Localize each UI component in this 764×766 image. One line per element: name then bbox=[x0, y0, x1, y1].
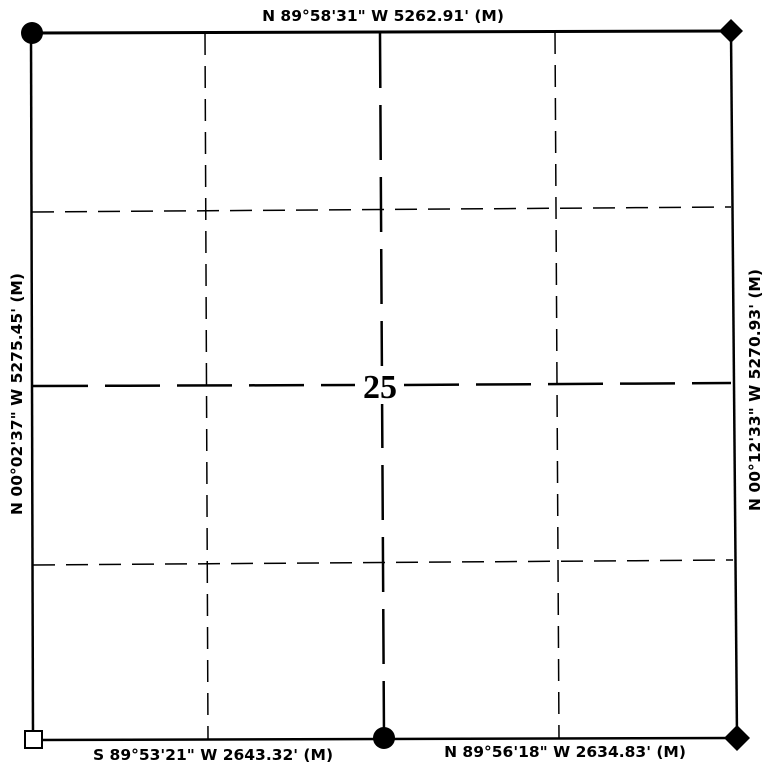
sixteenth-lines bbox=[31, 31, 734, 740]
south-west-boundary-label: S 89°53'21" W 2643.32' (M) bbox=[93, 746, 333, 764]
east-west-quarter-line-east bbox=[403, 381, 732, 387]
sixteenth-line-vertical-west bbox=[204, 32, 209, 740]
northwest-corner-circle-icon bbox=[21, 22, 43, 44]
section-boundary bbox=[29, 29, 739, 742]
sixteenth-line-vertical-east bbox=[554, 31, 560, 739]
west-boundary-line bbox=[29, 33, 35, 741]
east-boundary-line bbox=[729, 31, 739, 739]
north-boundary-line bbox=[31, 29, 732, 35]
northeast-corner-diamond-icon bbox=[719, 19, 743, 43]
section-number: 25 bbox=[363, 369, 397, 406]
south-quarter-corner-circle-icon bbox=[373, 727, 395, 749]
southeast-corner-diamond-icon bbox=[724, 725, 750, 751]
section-number-backdrop bbox=[356, 366, 402, 404]
south-east-boundary-label: N 89°56'18" W 2634.83' (M) bbox=[444, 743, 686, 761]
north-south-quarter-line bbox=[378, 32, 386, 739]
east-west-quarter-line-west bbox=[32, 383, 356, 388]
quarter-lines bbox=[32, 32, 732, 739]
sixteenth-line-horizontal-north bbox=[31, 206, 732, 213]
sixteenth-line-horizontal-south bbox=[32, 559, 734, 566]
west-boundary-label: N 00°02'37" W 5275.45' (M) bbox=[8, 273, 26, 515]
southwest-corner-square-icon bbox=[24, 730, 43, 749]
east-boundary-label: N 00°12'33" W 5270.93' (M) bbox=[746, 269, 764, 511]
north-boundary-label: N 89°58'31" W 5262.91' (M) bbox=[262, 7, 504, 25]
